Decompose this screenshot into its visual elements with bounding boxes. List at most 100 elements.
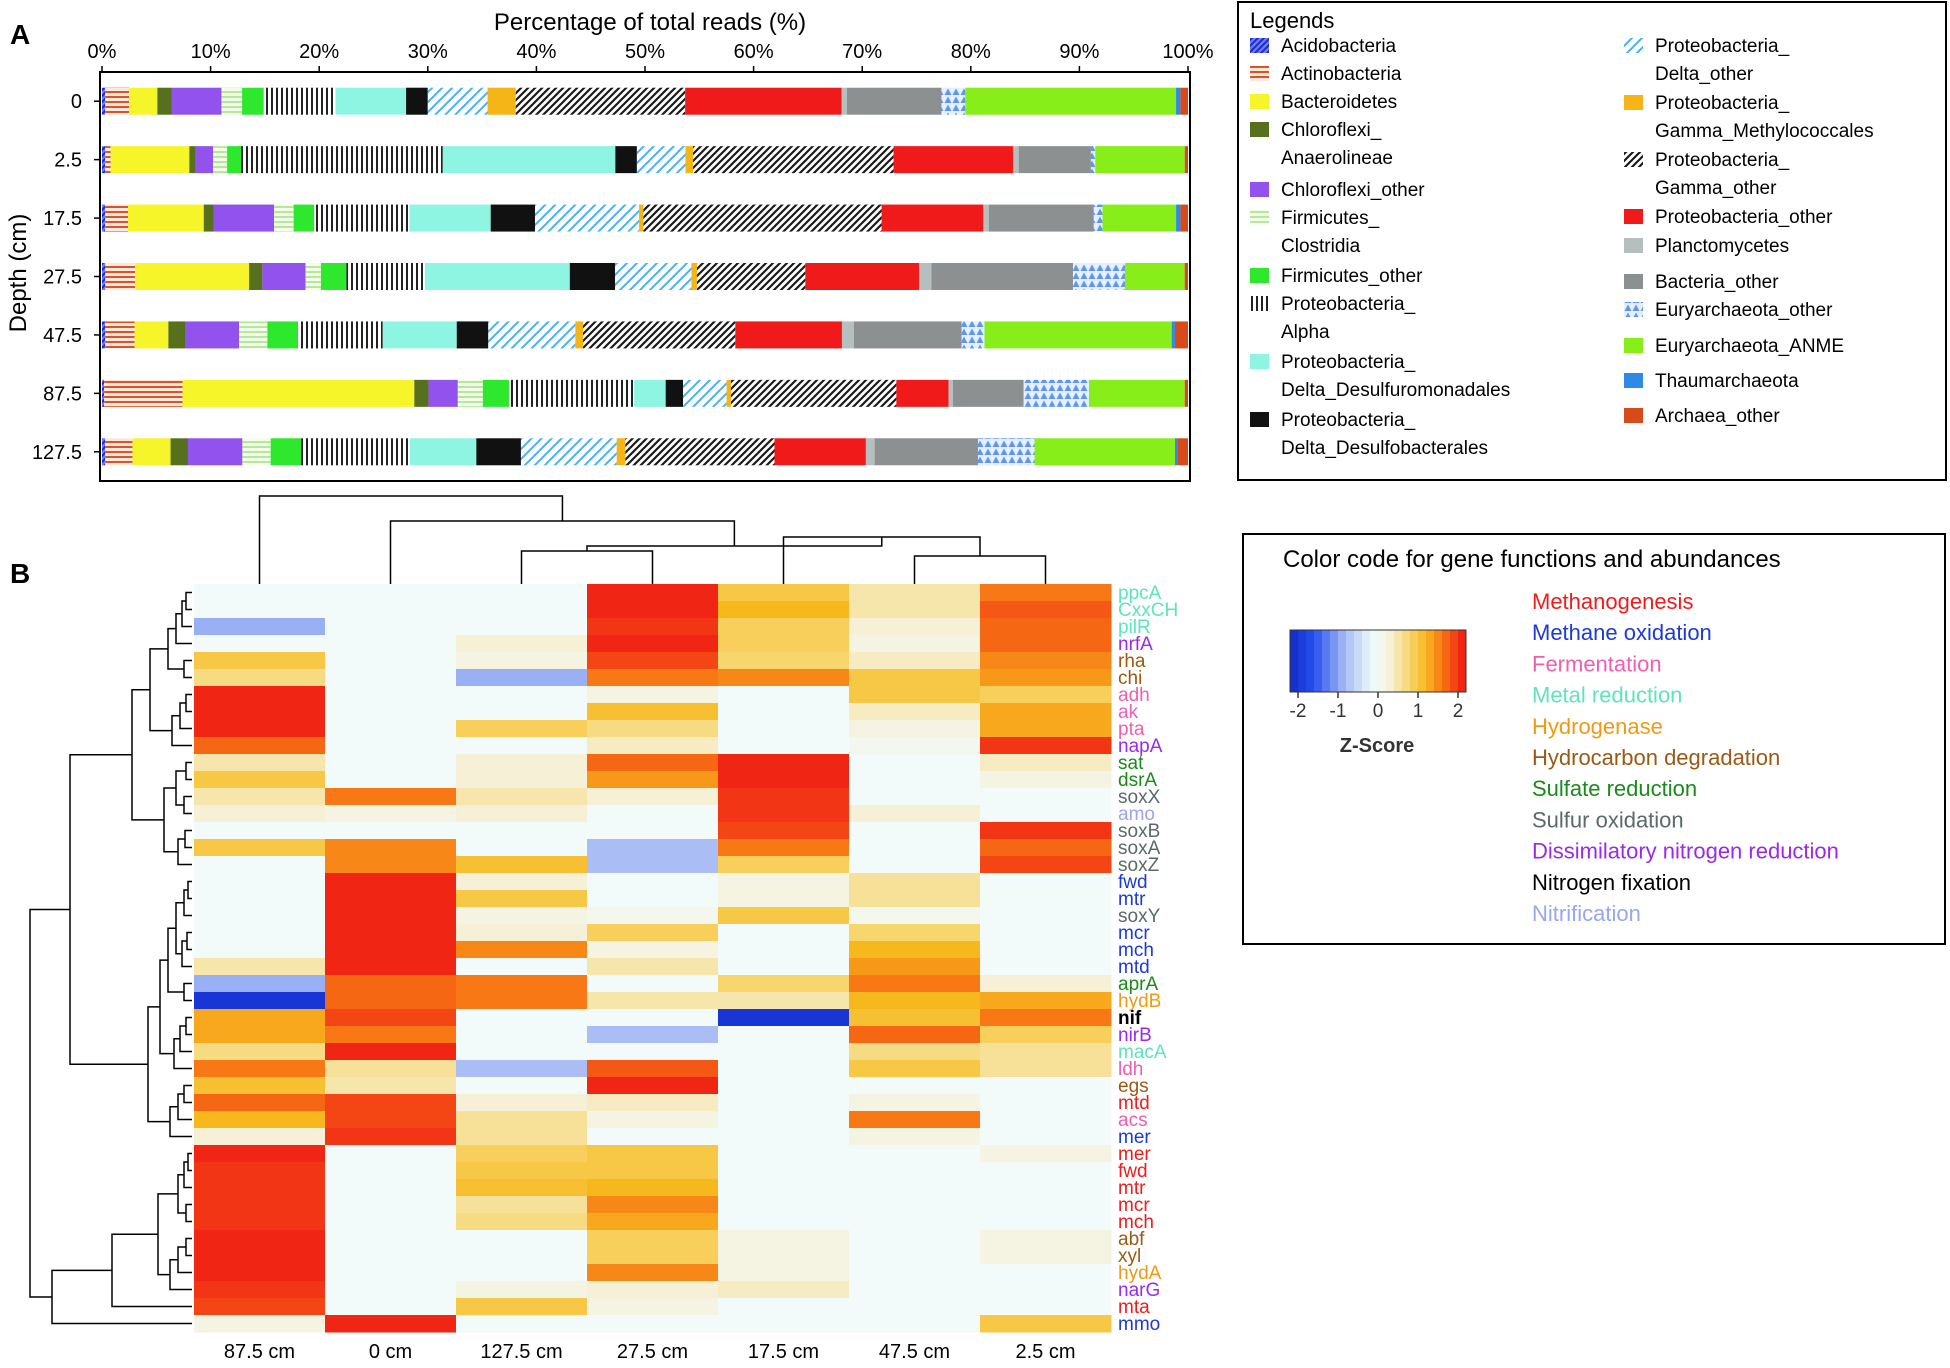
heatmap-cell	[325, 1077, 457, 1095]
heatmap-cell	[849, 1230, 981, 1248]
heatmap-cell	[456, 1094, 588, 1112]
bar-segment	[490, 204, 536, 232]
bar-segment	[952, 379, 1024, 407]
x-tick-label: 30%	[408, 41, 448, 63]
category-label: Hydrocarbon degradation	[1532, 745, 1780, 770]
heatmap-cell	[849, 890, 981, 908]
colorbar-segment	[1338, 630, 1347, 692]
category-label: Fermentation	[1532, 651, 1662, 676]
heatmap-cell	[849, 1094, 981, 1112]
dendrogram-link	[181, 600, 192, 628]
heatmap-cell	[849, 1196, 981, 1214]
dendrogram-link	[913, 555, 1047, 584]
heatmap-cell	[456, 788, 588, 806]
column-label: 87.5 cm	[224, 1341, 295, 1363]
heatmap-cell	[325, 1247, 457, 1265]
heatmap-cell	[849, 873, 981, 891]
heatmap-cell	[718, 788, 850, 806]
bar-segment	[988, 204, 1094, 232]
bar-segment	[105, 438, 133, 466]
bar-segment	[457, 379, 483, 407]
bar-segment	[874, 438, 978, 466]
bar-segment	[1090, 146, 1096, 174]
legend-swatch	[1250, 268, 1269, 283]
category-label: Sulfur oxidation	[1532, 807, 1684, 832]
heatmap-cell	[980, 720, 1112, 738]
bar-segment	[168, 321, 186, 349]
legend-a: Legends Acidobacteria Actinobacteria Bacte…	[1237, 1, 1947, 481]
legend-label: Chloroflexi_ Anaerolineae	[1281, 120, 1393, 169]
heatmap-cell	[325, 924, 457, 942]
heatmap-cell	[194, 873, 326, 891]
heatmap-cell	[980, 1315, 1112, 1333]
heatmap-cell	[718, 1009, 850, 1027]
heatmap-cell	[587, 686, 719, 704]
heatmap-cell	[194, 1111, 326, 1129]
dendrogram-link	[111, 1233, 192, 1308]
legend-swatch	[1250, 210, 1269, 225]
bar-segment	[1174, 321, 1188, 349]
legend-swatch	[1250, 94, 1269, 109]
legend-label: Actinobacteria	[1281, 64, 1402, 85]
heatmap-cell	[325, 601, 457, 619]
heatmap-cell	[456, 975, 588, 993]
heatmap-cell	[456, 618, 588, 636]
heatmap-cell	[980, 1213, 1112, 1231]
bar-segment	[487, 87, 516, 115]
heatmap-cell	[718, 1128, 850, 1146]
heatmap-cell	[718, 1247, 850, 1265]
heatmap-cell	[325, 618, 457, 636]
heatmap-cell	[718, 771, 850, 789]
heatmap-cell	[849, 1060, 981, 1078]
bar-segment	[428, 379, 458, 407]
heatmap-cell	[980, 1281, 1112, 1299]
dendrogram-link	[169, 1106, 192, 1138]
legend-label: Firmicutes_other	[1281, 266, 1423, 287]
bar-segment	[1176, 204, 1181, 232]
heatmap-cell	[325, 1179, 457, 1197]
heatmap-cell	[194, 822, 326, 840]
heatmap-cell	[194, 1026, 326, 1044]
heatmap-cell	[456, 584, 588, 602]
bar-segment	[263, 87, 336, 115]
legend-b: Color code for gene functions and abunda…	[1242, 533, 1946, 945]
heatmap-cell	[849, 839, 981, 857]
legend-label: Euryarchaeota_other	[1655, 300, 1833, 321]
heatmap-cell	[587, 1162, 719, 1180]
heatmap-cell	[325, 703, 457, 721]
heatmap-cell	[980, 1298, 1112, 1316]
heatmap-cell	[194, 1213, 326, 1231]
heatmap-cell	[849, 907, 981, 925]
row-label: ppcA	[1118, 583, 1162, 604]
heatmap-cell	[456, 1026, 588, 1044]
heatmap-cell	[587, 584, 719, 602]
row-label: macA	[1118, 1042, 1167, 1063]
heatmap-cell	[587, 618, 719, 636]
x-axis-title: Percentage of total reads (%)	[494, 9, 806, 36]
bar-segment	[841, 87, 847, 115]
heatmap-cell	[456, 856, 588, 874]
heatmap-cell	[718, 907, 850, 925]
bar-segment	[1018, 146, 1091, 174]
bar-segment	[726, 379, 731, 407]
bar-segment	[102, 87, 106, 115]
bar-segment	[941, 87, 966, 115]
legend-label: Chloroflexi_other	[1281, 180, 1425, 201]
bar-segment	[456, 321, 489, 349]
heatmap-cell	[849, 601, 981, 619]
row-label: soxY	[1118, 906, 1161, 927]
heatmap-cell	[849, 737, 981, 755]
heatmap-cell	[325, 890, 457, 908]
heatmap-cell	[456, 1128, 588, 1146]
row-label: soxZ	[1118, 855, 1160, 876]
row-label: mer	[1118, 1144, 1151, 1165]
heatmap-cell	[456, 873, 588, 891]
category-label: Methanogenesis	[1532, 589, 1693, 614]
bar-segment	[189, 146, 196, 174]
heatmap-cell	[325, 669, 457, 687]
heatmap-cell	[325, 652, 457, 670]
heatmap-cell	[849, 754, 981, 772]
bar-segment	[301, 438, 410, 466]
heatmap-cell	[718, 1281, 850, 1299]
heatmap-cell	[718, 1043, 850, 1061]
